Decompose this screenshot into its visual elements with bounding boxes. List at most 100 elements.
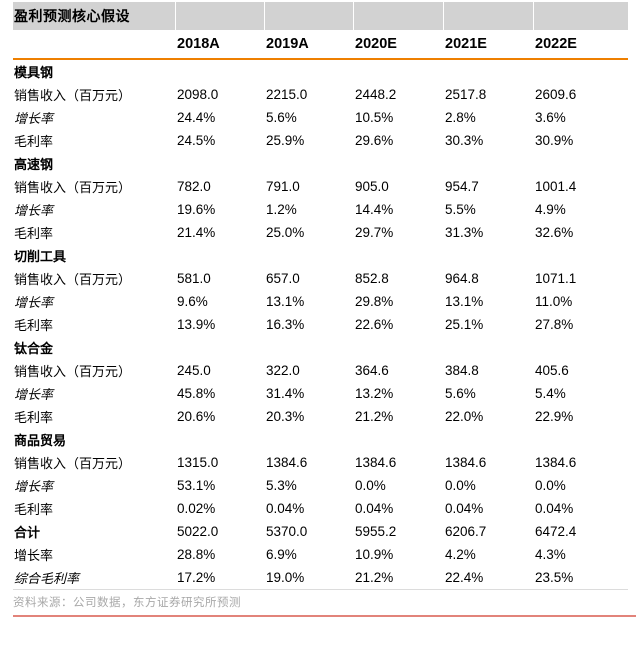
table-row: 增长率 28.8% 6.9% 10.9% 4.2% 4.3% [13,543,628,566]
cell-value: 6472.4 [535,524,577,539]
forecast-table: 盈利预测核心假设 2018A 2019A 2020E 2021E 2022E 模具钢 销售… [13,2,628,590]
cell-value: 27.8% [535,317,574,332]
table-row: 销售收入（百万元） 245.0 322.0 364.6 384.8 405.6 [13,359,628,382]
cell-value: 0.04% [266,501,305,516]
row-label: 增长率 [14,479,54,494]
cell-value: 25.0% [266,225,305,240]
row-label: 增长率 [14,548,54,563]
section-label: 合计 [14,525,41,540]
title-bar-column-separator [264,2,353,30]
cell-value: 1384.6 [535,455,577,470]
cell-value: 5955.2 [355,524,397,539]
row-label: 毛利率 [14,226,54,241]
cell-value: 2448.2 [355,87,397,102]
row-label: 销售收入（百万元） [14,456,132,471]
cell-value: 6.9% [266,547,297,562]
table-row: 综合毛利率 17.2% 19.0% 21.2% 22.4% 23.5% [13,566,628,589]
cell-value: 5.5% [445,202,476,217]
cell-value: 4.9% [535,202,566,217]
section-label: 商品贸易 [14,433,67,448]
cell-value: 4.2% [445,547,476,562]
source-note: 资料来源：公司数据，东方证券研究所预测 [13,597,241,609]
cell-value: 364.6 [355,363,389,378]
section-header-row: 切削工具 [13,244,628,267]
cell-value: 13.9% [177,317,216,332]
table-row: 销售收入（百万元） 1315.0 1384.6 1384.6 1384.6 1384.6 [13,451,628,474]
cell-value: 53.1% [177,478,216,493]
cell-value: 0.04% [445,501,484,516]
cell-value: 20.3% [266,409,305,424]
row-label: 销售收入（百万元） [14,272,132,287]
cell-value: 5022.0 [177,524,219,539]
row-label: 增长率 [14,387,54,402]
cell-value: 31.3% [445,225,484,240]
table-row: 毛利率 24.5% 25.9% 29.6% 30.3% 30.9% [13,129,628,152]
cell-value: 791.0 [266,179,300,194]
section-label: 切削工具 [14,249,67,264]
cell-value: 3.6% [535,110,566,125]
cell-value: 28.8% [177,547,216,562]
cell-value: 4.3% [535,547,566,562]
cell-value: 852.8 [355,271,389,286]
cell-value: 0.0% [535,478,566,493]
cell-value: 1315.0 [177,455,219,470]
column-header: 2018A [177,36,220,52]
cell-value: 5370.0 [266,524,308,539]
cell-value: 5.3% [266,478,297,493]
cell-value: 657.0 [266,271,300,286]
cell-value: 14.4% [355,202,394,217]
title-bar-column-separator [443,2,533,30]
table-body: 模具钢 销售收入（百万元） 2098.0 2215.0 2448.2 2517.8 2609… [13,60,628,590]
row-label: 增长率 [14,203,54,218]
cell-value: 1.2% [266,202,297,217]
cell-value: 2517.8 [445,87,487,102]
cell-value: 322.0 [266,363,300,378]
title-bar-column-separator [353,2,443,30]
table-row: 销售收入（百万元） 782.0 791.0 905.0 954.7 1001.4 [13,175,628,198]
cell-value: 24.4% [177,110,216,125]
cell-value: 20.6% [177,409,216,424]
cell-value: 10.9% [355,547,394,562]
cell-value: 30.9% [535,133,574,148]
row-label: 毛利率 [14,318,54,333]
cell-value: 21.2% [355,409,394,424]
cell-value: 17.2% [177,570,216,585]
cell-value: 0.04% [535,501,574,516]
cell-value: 2098.0 [177,87,219,102]
cell-value: 22.6% [355,317,394,332]
row-label: 综合毛利率 [14,571,80,586]
cell-value: 0.0% [355,478,386,493]
cell-value: 22.9% [535,409,574,424]
row-label: 销售收入（百万元） [14,88,132,103]
cell-value: 32.6% [535,225,574,240]
footer-accent-rule [13,615,636,617]
table-row: 增长率 24.4% 5.6% 10.5% 2.8% 3.6% [13,106,628,129]
table-row: 增长率 53.1% 5.3% 0.0% 0.0% 0.0% [13,474,628,497]
cell-value: 581.0 [177,271,211,286]
table-row: 销售收入（百万元） 2098.0 2215.0 2448.2 2517.8 2609.6 [13,83,628,106]
cell-value: 29.6% [355,133,394,148]
cell-value: 0.0% [445,478,476,493]
cell-value: 19.6% [177,202,216,217]
cell-value: 13.1% [445,294,484,309]
cell-value: 29.8% [355,294,394,309]
cell-value: 2.8% [445,110,476,125]
cell-value: 964.8 [445,271,479,286]
table-row: 增长率 19.6% 1.2% 14.4% 5.5% 4.9% [13,198,628,221]
table-row: 毛利率 20.6% 20.3% 21.2% 22.0% 22.9% [13,405,628,428]
cell-value: 1001.4 [535,179,577,194]
row-label: 毛利率 [14,502,54,517]
cell-value: 2215.0 [266,87,308,102]
cell-value: 31.4% [266,386,305,401]
cell-value: 11.0% [535,294,573,309]
cell-value: 245.0 [177,363,211,378]
section-header-row: 模具钢 [13,60,628,83]
row-label: 毛利率 [14,134,54,149]
cell-value: 13.1% [266,294,305,309]
cell-value: 1384.6 [445,455,487,470]
cell-value: 21.2% [355,570,394,585]
cell-value: 0.02% [177,501,216,516]
section-header-row: 钛合金 [13,336,628,359]
cell-value: 13.2% [355,386,394,401]
table-row: 毛利率 0.02% 0.04% 0.04% 0.04% 0.04% [13,497,628,520]
